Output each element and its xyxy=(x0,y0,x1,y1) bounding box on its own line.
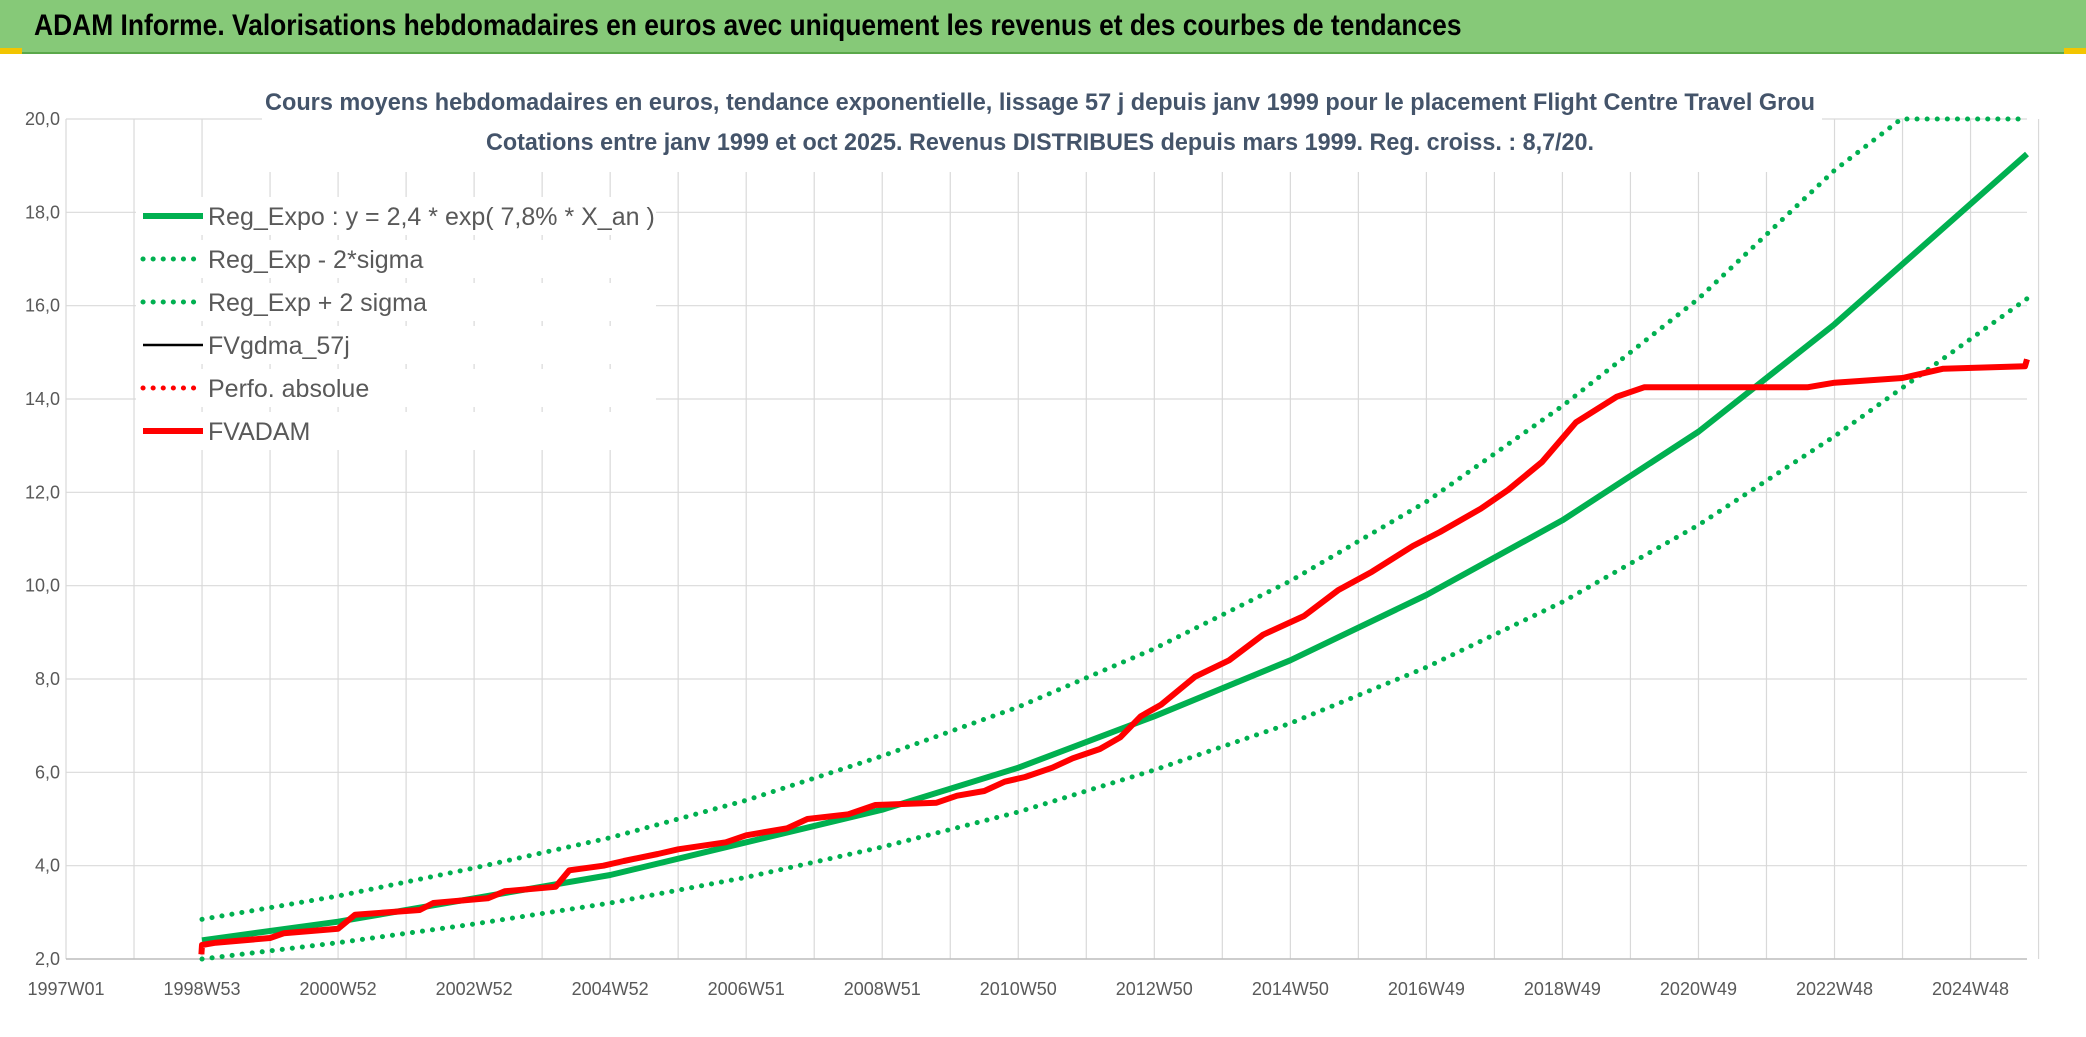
corner-accent-left xyxy=(0,48,22,54)
chart-title-background xyxy=(262,96,1822,172)
corner-accent-right xyxy=(2064,48,2086,54)
legend-item-bg xyxy=(136,369,656,407)
y-tick-label: 18,0 xyxy=(25,202,60,222)
x-tick-label: 2024W48 xyxy=(1932,979,2009,999)
x-tick-label: 2022W48 xyxy=(1796,979,1873,999)
x-tick-label: 2012W50 xyxy=(1116,979,1193,999)
legend-item: Reg_Exp - 2*sigma xyxy=(136,240,656,278)
legend-label: FVADAM xyxy=(208,418,310,446)
legend-item-bg xyxy=(136,240,656,278)
x-tick-label: 2016W49 xyxy=(1388,979,1465,999)
report-title: ADAM Informe. Valorisations hebdomadaire… xyxy=(34,9,1462,42)
legend-item: FVADAM xyxy=(136,412,656,450)
x-tick-label: 2004W52 xyxy=(572,979,649,999)
legend-item: Perfo. absolue xyxy=(136,369,656,407)
series-line-hi xyxy=(199,116,2030,922)
report-header-banner: ADAM Informe. Valorisations hebdomadaire… xyxy=(0,0,2086,54)
legend: Reg_Expo : y = 2,4 * exp( 7,8% * X_an ) R… xyxy=(136,197,656,450)
x-axis-ticks: 1997W01 1998W53 2000W52 2002W52 2004W52 2006W… xyxy=(27,979,2009,999)
legend-label: Reg_Exp + 2 sigma xyxy=(208,289,427,317)
y-tick-label: 8,0 xyxy=(35,669,60,689)
legend-item-bg xyxy=(136,283,656,321)
legend-item: Reg_Expo : y = 2,4 * exp( 7,8% * X_an ) xyxy=(136,197,656,235)
y-tick-label: 6,0 xyxy=(35,762,60,782)
x-tick-label: 2010W50 xyxy=(980,979,1057,999)
y-tick-label: 16,0 xyxy=(25,296,60,316)
legend-item-bg xyxy=(136,412,656,450)
x-tick-label: 2002W52 xyxy=(436,979,513,999)
legend-label: Perfo. absolue xyxy=(208,375,369,403)
y-tick-label: 2,0 xyxy=(35,949,60,969)
legend-item-bg xyxy=(136,326,656,364)
y-tick-label: 10,0 xyxy=(25,576,60,596)
x-tick-label: 2014W50 xyxy=(1252,979,1329,999)
chart-svg: 2,0 4,0 6,0 8,0 10,0 12,0 14,0 16,0 18,0 20,0 199… xyxy=(25,89,2040,999)
legend-item: Reg_Exp + 2 sigma xyxy=(136,283,656,321)
chart-subtitle: Cotations entre janv 1999 et oct 2025. R… xyxy=(486,129,1594,156)
x-tick-label: 2000W52 xyxy=(300,979,377,999)
legend-label: FVgdma_57j xyxy=(208,332,350,360)
legend-label: Reg_Expo : y = 2,4 * exp( 7,8% * X_an ) xyxy=(208,203,655,231)
series-lines xyxy=(198,116,2030,962)
y-tick-label: 20,0 xyxy=(25,109,60,129)
x-tick-label: 2006W51 xyxy=(708,979,785,999)
y-axis-ticks: 2,0 4,0 6,0 8,0 10,0 12,0 14,0 16,0 18,0 20,0 xyxy=(25,109,60,969)
x-tick-label: 1997W01 xyxy=(27,979,104,999)
chart-title: Cours moyens hebdomadaires en euros, ten… xyxy=(265,89,1815,116)
y-tick-label: 12,0 xyxy=(25,482,60,502)
gridlines xyxy=(65,118,2040,960)
x-tick-label: 2008W51 xyxy=(844,979,921,999)
chart-area: 2,0 4,0 6,0 8,0 10,0 12,0 14,0 16,0 18,0 20,0 199… xyxy=(0,56,2086,1037)
legend-item: FVgdma_57j xyxy=(136,326,656,364)
legend-label: Reg_Exp - 2*sigma xyxy=(208,246,423,274)
x-tick-label: 1998W53 xyxy=(164,979,241,999)
x-tick-label: 2018W49 xyxy=(1524,979,1601,999)
series-line-adam xyxy=(198,358,2030,955)
y-tick-label: 14,0 xyxy=(25,389,60,409)
series-line-lo xyxy=(199,296,2030,962)
y-tick-label: 4,0 xyxy=(35,856,60,876)
x-tick-label: 2020W49 xyxy=(1660,979,1737,999)
legend-item-bg xyxy=(136,197,656,235)
